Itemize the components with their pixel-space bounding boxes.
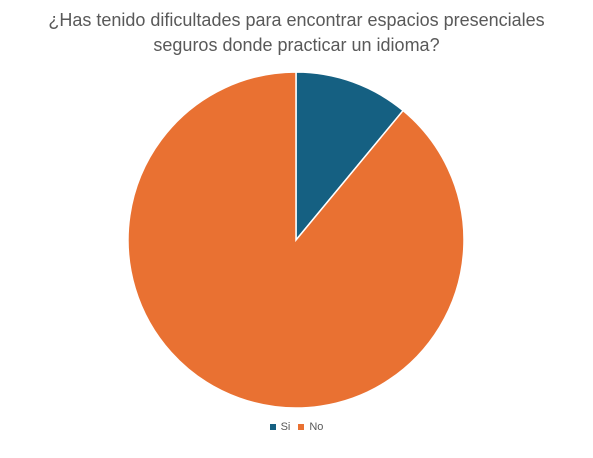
legend-label-si: Si [280,421,291,433]
legend-item-si: Si [269,421,291,433]
chart-title-line-2: seguros donde practicar un idioma? [153,35,440,55]
legend-label-no: No [309,421,324,433]
chart-title: ¿Has tenido dificultades para encontrar … [0,8,593,58]
chart-title-line-1: ¿Has tenido dificultades para encontrar … [48,10,545,30]
legend-item-no: No [298,421,323,433]
pie-slice-no [127,71,465,409]
legend: Si No [0,421,593,433]
legend-swatch-no [298,424,305,430]
pie-slice-si [295,71,405,243]
legend-swatch-si [269,424,276,430]
